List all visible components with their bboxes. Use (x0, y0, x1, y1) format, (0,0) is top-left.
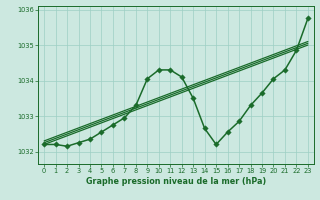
X-axis label: Graphe pression niveau de la mer (hPa): Graphe pression niveau de la mer (hPa) (86, 177, 266, 186)
